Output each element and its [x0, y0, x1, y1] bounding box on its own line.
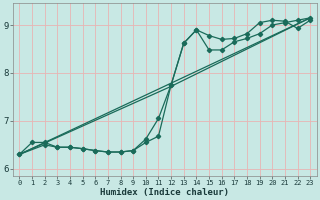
X-axis label: Humidex (Indice chaleur): Humidex (Indice chaleur)	[100, 188, 229, 197]
